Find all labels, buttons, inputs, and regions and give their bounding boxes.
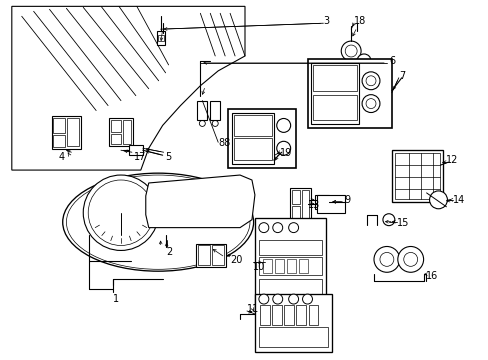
- Bar: [258, 239, 322, 255]
- Circle shape: [272, 294, 282, 304]
- Bar: [307, 59, 391, 129]
- Text: 88: 88: [218, 138, 230, 148]
- Text: 11: 11: [246, 304, 259, 314]
- Text: 14: 14: [452, 195, 465, 205]
- Text: 9: 9: [344, 195, 349, 205]
- Text: 4: 4: [59, 152, 64, 162]
- Bar: [317, 195, 345, 213]
- Ellipse shape: [62, 173, 253, 271]
- Bar: [295, 305, 305, 325]
- Bar: [271, 305, 281, 325]
- Circle shape: [288, 294, 298, 304]
- Bar: [109, 118, 133, 146]
- Text: 7: 7: [398, 71, 404, 81]
- Text: 19: 19: [279, 148, 291, 158]
- Circle shape: [361, 95, 379, 113]
- Text: 20: 20: [230, 255, 242, 265]
- Bar: [67, 118, 79, 146]
- Text: 10: 10: [252, 262, 264, 273]
- Text: 1: 1: [113, 294, 119, 304]
- Text: 15: 15: [396, 218, 408, 228]
- Circle shape: [356, 54, 370, 68]
- Bar: [258, 327, 327, 347]
- Bar: [283, 305, 293, 325]
- Bar: [258, 279, 322, 307]
- Bar: [301, 190, 309, 224]
- Bar: [198, 246, 210, 265]
- Bar: [156, 31, 164, 45]
- Text: 17: 17: [134, 152, 146, 162]
- Circle shape: [428, 191, 447, 209]
- Bar: [254, 218, 325, 312]
- Bar: [259, 305, 269, 325]
- Bar: [53, 135, 65, 147]
- Bar: [291, 206, 299, 220]
- Circle shape: [397, 247, 423, 272]
- Bar: [313, 65, 356, 91]
- Bar: [228, 109, 295, 168]
- Bar: [274, 260, 283, 273]
- Bar: [254, 294, 332, 352]
- Bar: [286, 260, 295, 273]
- Bar: [263, 260, 271, 273]
- Circle shape: [258, 294, 268, 304]
- Bar: [313, 95, 356, 121]
- Bar: [196, 243, 225, 267]
- Bar: [234, 138, 271, 160]
- Bar: [291, 190, 299, 204]
- Bar: [122, 121, 131, 144]
- Text: 5: 5: [165, 152, 171, 162]
- Bar: [53, 118, 65, 133]
- Circle shape: [341, 41, 360, 61]
- Circle shape: [272, 223, 282, 233]
- Bar: [308, 305, 318, 325]
- Circle shape: [258, 223, 268, 233]
- Circle shape: [373, 247, 399, 272]
- Text: 13: 13: [307, 200, 319, 210]
- Text: 6: 6: [388, 56, 394, 66]
- Bar: [234, 114, 271, 136]
- Circle shape: [288, 223, 298, 233]
- Bar: [232, 113, 273, 164]
- Bar: [394, 153, 440, 199]
- Bar: [311, 63, 358, 125]
- Bar: [129, 145, 142, 155]
- Circle shape: [83, 175, 158, 251]
- Bar: [51, 117, 81, 149]
- Polygon shape: [145, 175, 254, 228]
- Circle shape: [88, 180, 153, 246]
- Bar: [298, 260, 307, 273]
- Bar: [197, 100, 207, 121]
- Bar: [258, 257, 322, 275]
- Text: 12: 12: [446, 155, 458, 165]
- Circle shape: [382, 214, 394, 226]
- Text: 16: 16: [425, 271, 437, 281]
- Bar: [111, 121, 121, 132]
- Text: 3: 3: [323, 16, 329, 26]
- Text: 18: 18: [353, 16, 366, 26]
- Bar: [289, 188, 311, 226]
- Circle shape: [302, 294, 312, 304]
- Bar: [391, 150, 443, 202]
- Circle shape: [361, 72, 379, 90]
- Bar: [111, 134, 121, 144]
- Bar: [315, 195, 328, 209]
- Bar: [157, 35, 163, 41]
- Polygon shape: [12, 6, 244, 170]
- Bar: [210, 100, 220, 121]
- Bar: [212, 246, 224, 265]
- Text: 2: 2: [166, 247, 172, 257]
